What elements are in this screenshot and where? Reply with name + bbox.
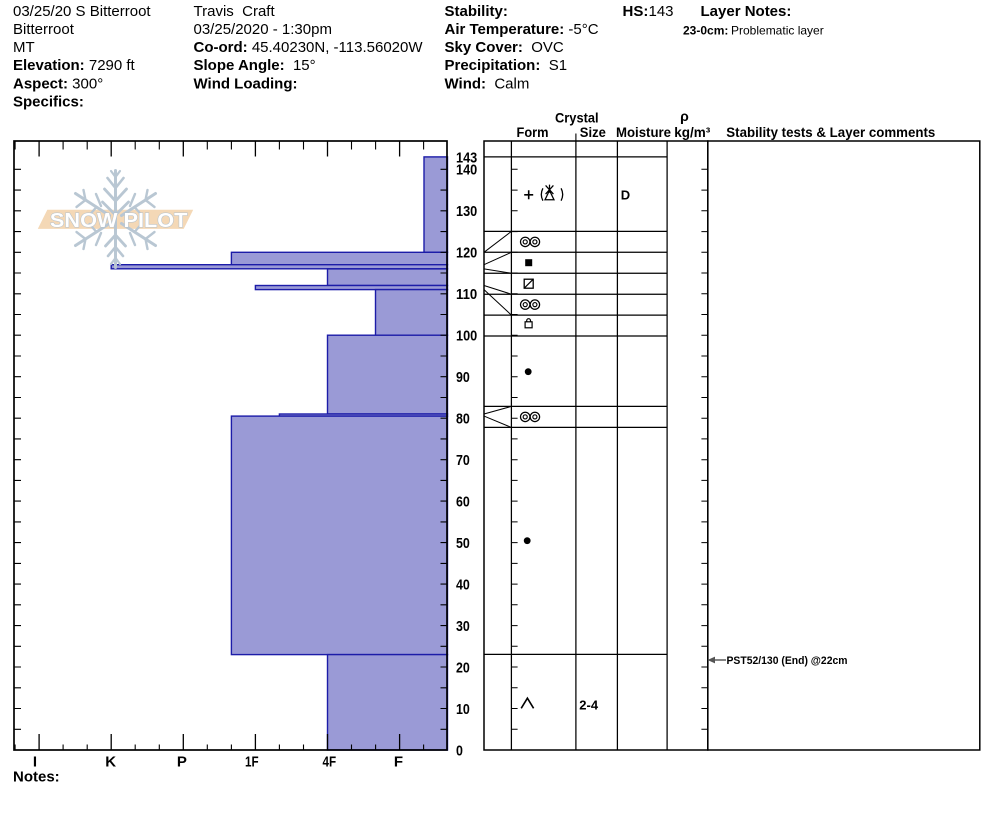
svg-text:Size: Size bbox=[580, 124, 606, 140]
svg-text:D: D bbox=[621, 188, 630, 203]
svg-text:70: 70 bbox=[456, 452, 470, 469]
svg-text:Travis Craft: Travis Craft bbox=[194, 3, 276, 20]
svg-text:Wind Loading:: Wind Loading: bbox=[194, 75, 298, 92]
svg-text:4F: 4F bbox=[323, 754, 337, 771]
svg-text:Aspect: 300°: Aspect: 300° bbox=[13, 75, 103, 92]
svg-text:kg/m³: kg/m³ bbox=[674, 124, 710, 140]
svg-text:I: I bbox=[33, 754, 37, 771]
svg-text:40: 40 bbox=[456, 577, 470, 594]
svg-text:130: 130 bbox=[456, 203, 477, 220]
svg-text:Bitterroot: Bitterroot bbox=[13, 21, 75, 38]
svg-text:F: F bbox=[394, 754, 403, 771]
svg-text:Moisture: Moisture bbox=[616, 124, 671, 140]
svg-text:0: 0 bbox=[456, 742, 463, 759]
svg-text:Stability:: Stability: bbox=[445, 3, 508, 20]
svg-text:60: 60 bbox=[456, 494, 470, 511]
svg-text:Air Temperature: -5°C: Air Temperature: -5°C bbox=[445, 21, 599, 38]
svg-text:10: 10 bbox=[456, 701, 470, 718]
svg-text:MT: MT bbox=[13, 39, 35, 56]
svg-text:Sky Cover: OVC: Sky Cover: OVC bbox=[445, 39, 564, 56]
svg-text:90: 90 bbox=[456, 369, 470, 386]
svg-text:110: 110 bbox=[456, 286, 477, 303]
svg-text:Problematic layer: Problematic layer bbox=[731, 23, 824, 37]
svg-text:120: 120 bbox=[456, 245, 477, 262]
svg-text:03/25/20 S Bitterroot: 03/25/20 S Bitterroot bbox=[13, 3, 151, 20]
svg-text:23-0cm:: 23-0cm: bbox=[683, 23, 728, 37]
svg-text:1F: 1F bbox=[245, 754, 259, 771]
svg-text:SNOW PILOT: SNOW PILOT bbox=[50, 210, 188, 232]
svg-text:140: 140 bbox=[456, 162, 477, 179]
svg-text:Specifics:: Specifics: bbox=[13, 93, 84, 110]
svg-text:PST52/130 (End) @22cm: PST52/130 (End) @22cm bbox=[727, 655, 848, 667]
svg-text:K: K bbox=[105, 754, 116, 771]
svg-text:Layer Notes:: Layer Notes: bbox=[701, 3, 792, 20]
svg-text:50: 50 bbox=[456, 535, 470, 552]
svg-text:80: 80 bbox=[456, 411, 470, 428]
svg-text:03/25/2020 - 1:30pm: 03/25/2020 - 1:30pm bbox=[194, 21, 332, 38]
svg-text:Wind: Calm: Wind: Calm bbox=[445, 75, 530, 92]
svg-text:20: 20 bbox=[456, 659, 470, 676]
svg-text:Form: Form bbox=[517, 124, 549, 140]
svg-text:30: 30 bbox=[456, 618, 470, 635]
svg-text:Elevation: 7290 ft: Elevation: 7290 ft bbox=[13, 57, 136, 74]
svg-text:Notes:: Notes: bbox=[13, 769, 60, 786]
svg-text:ρ: ρ bbox=[680, 108, 689, 124]
svg-text:Stability tests & Layer commen: Stability tests & Layer comments bbox=[726, 124, 935, 140]
svg-text:143: 143 bbox=[456, 149, 477, 166]
svg-text:100: 100 bbox=[456, 328, 477, 345]
svg-text:143: 143 bbox=[649, 3, 674, 20]
svg-text:Co-ord: 45.40230N, -113.56020W: Co-ord: 45.40230N, -113.56020W bbox=[194, 39, 424, 56]
svg-text:Slope Angle: 15°: Slope Angle: 15° bbox=[194, 57, 316, 74]
svg-text:HS:: HS: bbox=[623, 3, 649, 20]
svg-text:2-4: 2-4 bbox=[579, 698, 599, 713]
svg-text:P: P bbox=[177, 754, 187, 771]
svg-text:Crystal: Crystal bbox=[555, 110, 599, 126]
svg-text:Precipitation: S1: Precipitation: S1 bbox=[445, 57, 568, 74]
